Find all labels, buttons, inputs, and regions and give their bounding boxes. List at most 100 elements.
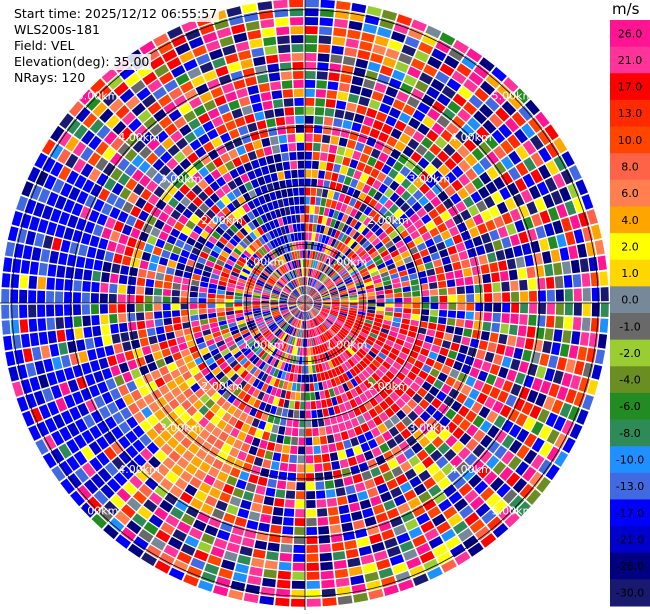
velocity-gate xyxy=(133,249,143,259)
velocity-gate xyxy=(306,527,317,535)
velocity-gate xyxy=(292,53,304,61)
velocity-gate xyxy=(556,303,564,315)
velocity-gate xyxy=(235,296,243,300)
velocity-gate xyxy=(352,151,361,161)
velocity-gate xyxy=(260,468,270,477)
velocity-gate xyxy=(546,277,555,289)
velocity-gate xyxy=(284,98,294,107)
velocity-gate xyxy=(444,238,454,248)
velocity-gate xyxy=(299,188,304,196)
velocity-gate xyxy=(130,228,140,239)
velocity-gate xyxy=(136,312,144,320)
velocity-gate xyxy=(305,35,317,43)
velocity-gate xyxy=(253,494,264,504)
velocity-gate xyxy=(427,329,436,337)
velocity-gate xyxy=(467,248,477,258)
velocity-gate xyxy=(276,27,289,36)
velocity-gate xyxy=(20,275,29,289)
velocity-gate xyxy=(301,232,304,240)
velocity-gate xyxy=(376,112,388,123)
velocity-gate xyxy=(395,303,403,308)
velocity-gate xyxy=(294,527,305,535)
velocity-gate xyxy=(333,28,347,37)
velocity-gate xyxy=(322,597,337,606)
velocity-gate xyxy=(142,252,152,262)
velocity-gate xyxy=(46,278,55,290)
velocity-gate xyxy=(338,595,353,605)
velocity-gate xyxy=(338,450,347,459)
velocity-gate xyxy=(373,504,385,515)
velocity-gate xyxy=(94,337,103,348)
velocity-gate xyxy=(271,173,279,182)
velocity-gate xyxy=(564,317,573,330)
velocity-gate xyxy=(235,310,243,314)
colorbar-unit: m/s xyxy=(612,0,639,18)
velocity-gate xyxy=(153,351,163,360)
velocity-gate xyxy=(490,333,499,343)
velocity-gate xyxy=(345,485,356,495)
velocity-gate xyxy=(498,226,509,238)
colorbar-tick-label: -1.0 xyxy=(619,320,640,333)
velocity-gate xyxy=(166,332,175,340)
velocity-gate xyxy=(319,162,326,171)
velocity-gate xyxy=(101,272,110,282)
velocity-gate xyxy=(109,314,117,324)
velocity-gate xyxy=(209,283,217,289)
velocity-gate xyxy=(242,3,257,13)
velocity-gate xyxy=(283,89,293,98)
velocity-gate xyxy=(290,206,295,214)
velocity-gate xyxy=(350,300,358,303)
range-ring-label: 1.00km xyxy=(243,339,285,352)
velocity-gate xyxy=(560,344,570,357)
velocity-gate xyxy=(262,505,273,514)
velocity-gate xyxy=(413,303,421,308)
velocity-gate xyxy=(296,215,301,223)
velocity-gate xyxy=(493,240,503,251)
velocity-gate xyxy=(332,37,345,46)
velocity-gate xyxy=(350,298,358,301)
velocity-gate xyxy=(394,312,402,317)
velocity-gate xyxy=(485,352,495,363)
velocity-gate xyxy=(385,307,393,312)
velocity-gate xyxy=(321,400,327,409)
velocity-gate xyxy=(394,308,402,313)
velocity-gate xyxy=(92,271,101,282)
velocity-gate xyxy=(562,261,571,274)
velocity-gate xyxy=(404,303,412,308)
velocity-gate xyxy=(481,233,491,244)
velocity-gate xyxy=(393,283,402,289)
velocity-gate xyxy=(309,374,313,382)
velocity-gate xyxy=(292,428,299,436)
velocity-gate xyxy=(367,6,382,17)
velocity-gate xyxy=(306,411,311,419)
velocity-gate xyxy=(243,300,251,303)
velocity-gate xyxy=(448,303,456,310)
velocity-gate xyxy=(105,345,115,356)
velocity-gate xyxy=(118,234,128,245)
velocity-gate xyxy=(317,71,328,80)
velocity-gate xyxy=(330,525,342,534)
velocity-gate xyxy=(327,90,338,99)
velocity-gate xyxy=(199,298,207,303)
velocity-gate xyxy=(322,135,331,144)
velocity-gate xyxy=(544,223,555,237)
velocity-gate xyxy=(465,277,474,286)
velocity-gate xyxy=(359,546,372,556)
velocity-gate xyxy=(253,56,266,66)
velocity-gate xyxy=(519,314,528,325)
velocity-gate xyxy=(235,307,243,311)
colorbar-tick-label: 2.0 xyxy=(621,240,639,253)
velocity-gate xyxy=(386,298,394,302)
velocity-gate xyxy=(362,471,373,481)
velocity-gate xyxy=(293,554,305,562)
velocity-gate xyxy=(305,98,315,106)
velocity-gate xyxy=(282,526,293,535)
velocity-gate xyxy=(140,260,149,269)
velocity-gate xyxy=(582,318,591,332)
velocity-gate xyxy=(359,306,367,309)
velocity-gate xyxy=(136,304,144,312)
velocity-gate xyxy=(161,250,171,259)
velocity-gate xyxy=(298,366,302,374)
velocity-gate xyxy=(301,375,305,383)
velocity-gate xyxy=(313,143,321,151)
